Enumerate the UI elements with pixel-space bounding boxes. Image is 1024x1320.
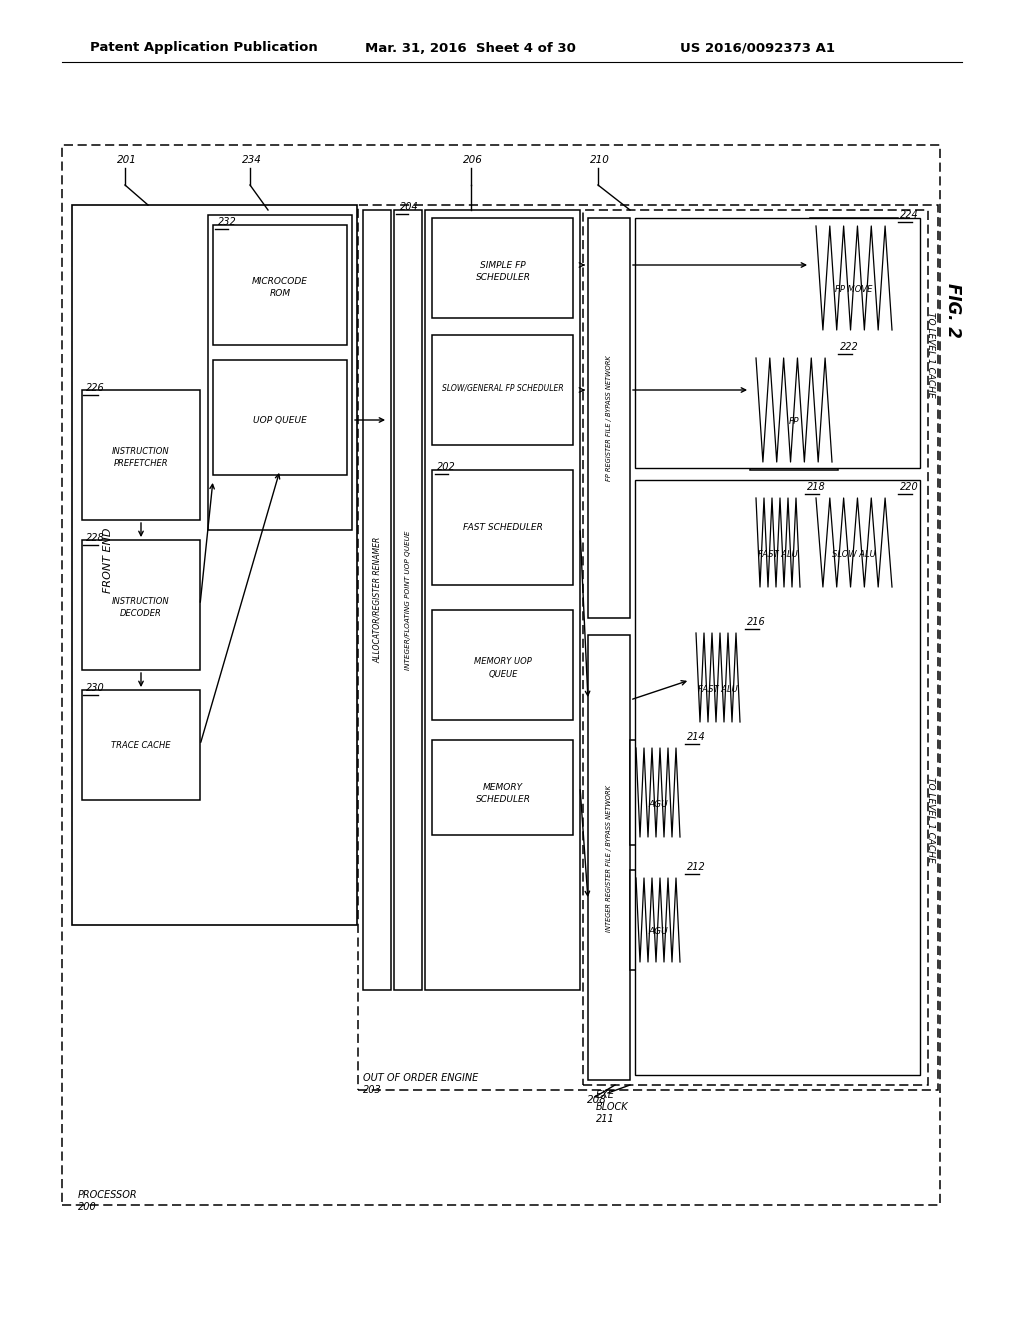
Text: 200: 200 <box>78 1203 96 1212</box>
Text: FP: FP <box>788 417 800 426</box>
Text: 218: 218 <box>807 482 825 492</box>
Text: FP REGISTER FILE / BYPASS NETWORK: FP REGISTER FILE / BYPASS NETWORK <box>606 355 612 480</box>
Bar <box>432 335 573 445</box>
Text: OUT OF ORDER ENGINE: OUT OF ORDER ENGINE <box>362 1073 478 1082</box>
Text: 216: 216 <box>746 616 766 627</box>
Text: 212: 212 <box>687 862 706 873</box>
Text: 214: 214 <box>687 733 706 742</box>
Text: TRACE CACHE: TRACE CACHE <box>112 741 171 750</box>
Text: INSTRUCTION: INSTRUCTION <box>113 447 170 457</box>
Text: 226: 226 <box>86 383 104 393</box>
Text: 202: 202 <box>437 462 456 473</box>
Text: QUEUE: QUEUE <box>488 669 518 678</box>
Bar <box>432 610 573 719</box>
Bar <box>583 210 928 1085</box>
Text: 224: 224 <box>900 210 919 220</box>
Bar <box>72 205 357 925</box>
Text: 222: 222 <box>840 342 859 352</box>
Text: 220: 220 <box>900 482 919 492</box>
Text: FP MOVE: FP MOVE <box>836 285 872 294</box>
Bar <box>213 224 347 345</box>
Text: AGU: AGU <box>648 928 668 936</box>
Text: PROCESSOR: PROCESSOR <box>78 1191 137 1200</box>
Text: Patent Application Publication: Patent Application Publication <box>90 41 317 54</box>
Text: ROM: ROM <box>269 289 291 298</box>
Text: INTEGER REGISTER FILE / BYPASS NETWORK: INTEGER REGISTER FILE / BYPASS NETWORK <box>606 784 612 932</box>
Text: 201: 201 <box>117 154 137 165</box>
Text: SLOW ALU: SLOW ALU <box>833 550 876 558</box>
Text: FRONT END: FRONT END <box>103 527 113 593</box>
Bar <box>425 210 580 990</box>
Bar <box>810 490 898 595</box>
Text: BLOCK: BLOCK <box>596 1102 629 1111</box>
Text: 210: 210 <box>590 154 610 165</box>
Bar <box>82 690 200 800</box>
Text: EXE: EXE <box>596 1090 614 1100</box>
Bar <box>208 215 352 531</box>
Text: INTEGER/FLOATING POINT UOP QUEUE: INTEGER/FLOATING POINT UOP QUEUE <box>406 531 411 669</box>
Text: SCHEDULER: SCHEDULER <box>475 273 530 282</box>
Text: DECODER: DECODER <box>120 609 162 618</box>
Text: PREFETCHER: PREFETCHER <box>114 459 168 469</box>
Text: US 2016/0092373 A1: US 2016/0092373 A1 <box>680 41 835 54</box>
Text: 211: 211 <box>596 1114 614 1125</box>
Text: FIG. 2: FIG. 2 <box>944 282 962 338</box>
Text: TO LEVEL 1 CACHE: TO LEVEL 1 CACHE <box>926 777 935 863</box>
Text: 206: 206 <box>463 154 483 165</box>
Bar <box>82 389 200 520</box>
Text: 230: 230 <box>86 682 104 693</box>
Text: 208: 208 <box>587 1096 607 1105</box>
Bar <box>62 145 940 1205</box>
Bar <box>635 480 920 1074</box>
Text: FAST ALU: FAST ALU <box>758 550 798 558</box>
Text: 204: 204 <box>400 202 419 213</box>
Bar <box>82 540 200 671</box>
Text: INSTRUCTION: INSTRUCTION <box>113 597 170 606</box>
Text: ALLOCATOR/REGISTER RENAMER: ALLOCATOR/REGISTER RENAMER <box>373 537 382 663</box>
Bar <box>213 360 347 475</box>
Bar <box>630 870 686 970</box>
Bar <box>635 218 920 469</box>
Text: FAST ALU: FAST ALU <box>698 685 738 694</box>
Bar <box>810 218 898 338</box>
Text: TO LEVEL 1 CACHE: TO LEVEL 1 CACHE <box>926 312 935 397</box>
Text: SIMPLE FP: SIMPLE FP <box>480 260 525 269</box>
Text: SLOW/GENERAL FP SCHEDULER: SLOW/GENERAL FP SCHEDULER <box>442 384 564 392</box>
Bar <box>690 624 746 730</box>
Bar <box>750 490 806 595</box>
Bar <box>394 210 422 990</box>
Text: FAST SCHEDULER: FAST SCHEDULER <box>463 524 543 532</box>
Text: AGU: AGU <box>648 800 668 809</box>
Text: 232: 232 <box>218 216 237 227</box>
Text: Mar. 31, 2016  Sheet 4 of 30: Mar. 31, 2016 Sheet 4 of 30 <box>365 41 575 54</box>
Text: SCHEDULER: SCHEDULER <box>475 795 530 804</box>
Text: 234: 234 <box>242 154 262 165</box>
Bar <box>432 741 573 836</box>
Bar <box>432 218 573 318</box>
Text: MEMORY UOP: MEMORY UOP <box>474 657 531 667</box>
Bar <box>432 470 573 585</box>
Text: UOP QUEUE: UOP QUEUE <box>253 416 307 425</box>
Bar <box>588 635 630 1080</box>
Bar <box>750 350 838 470</box>
Text: 203: 203 <box>362 1085 382 1096</box>
Bar <box>630 741 686 845</box>
Text: 228: 228 <box>86 533 104 543</box>
Text: MICROCODE: MICROCODE <box>252 276 308 285</box>
Text: MEMORY: MEMORY <box>483 783 523 792</box>
Bar <box>362 210 391 990</box>
Bar <box>588 218 630 618</box>
Bar <box>358 205 938 1090</box>
